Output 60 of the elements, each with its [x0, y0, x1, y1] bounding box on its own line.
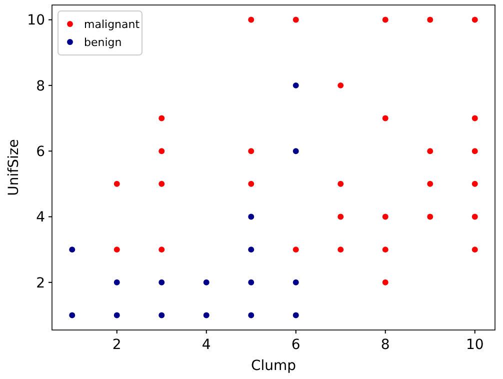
point: [158, 148, 165, 154]
point: [203, 312, 210, 318]
point: [382, 279, 388, 286]
point: [114, 312, 120, 318]
x-tick-label: 10: [466, 337, 484, 353]
point: [382, 16, 388, 23]
point: [382, 214, 388, 220]
point: [158, 279, 165, 286]
legend-label: malignant: [84, 18, 140, 31]
legend-label: benign: [84, 36, 122, 49]
point: [472, 180, 478, 187]
point: [472, 16, 478, 23]
x-axis-title: Clump: [250, 358, 296, 374]
point: [472, 214, 478, 220]
point: [158, 115, 165, 122]
point: [382, 115, 388, 122]
y-tick-label: 8: [36, 78, 45, 94]
point: [292, 16, 299, 23]
point: [248, 148, 254, 154]
y-axis-title: UnifSize: [6, 139, 22, 196]
y-tick-label: 4: [36, 210, 46, 226]
point: [338, 82, 344, 88]
point: [248, 279, 254, 286]
point: [248, 180, 254, 187]
point: [472, 115, 478, 122]
point: [114, 180, 120, 187]
point: [292, 148, 299, 154]
point: [427, 180, 434, 187]
point: [338, 180, 344, 187]
point: [472, 246, 478, 253]
x-tick-label: 8: [380, 337, 390, 353]
point: [338, 246, 344, 253]
point: [69, 312, 76, 318]
point: [427, 16, 434, 23]
point: [248, 214, 254, 220]
y-tick-label: 2: [36, 275, 45, 292]
point: [427, 214, 434, 220]
point: [472, 148, 478, 154]
y-tick-label: 6: [36, 144, 46, 160]
point: [248, 312, 254, 318]
point: [158, 246, 165, 253]
y-tick-label: 10: [27, 12, 45, 29]
point: [158, 180, 165, 187]
point: [427, 148, 434, 154]
point: [292, 246, 299, 253]
point: [248, 246, 254, 253]
point: [338, 214, 344, 220]
point: [292, 279, 299, 286]
x-tick-label: 4: [202, 337, 211, 353]
point: [114, 279, 120, 286]
x-tick-label: 2: [112, 337, 122, 353]
point: [203, 279, 210, 286]
point: [114, 246, 120, 253]
point: [158, 312, 165, 318]
x-tick-label: 6: [291, 337, 300, 353]
point: [292, 82, 299, 88]
point: [382, 246, 388, 253]
point: [292, 312, 299, 318]
point: [69, 246, 76, 253]
point: [248, 16, 254, 23]
